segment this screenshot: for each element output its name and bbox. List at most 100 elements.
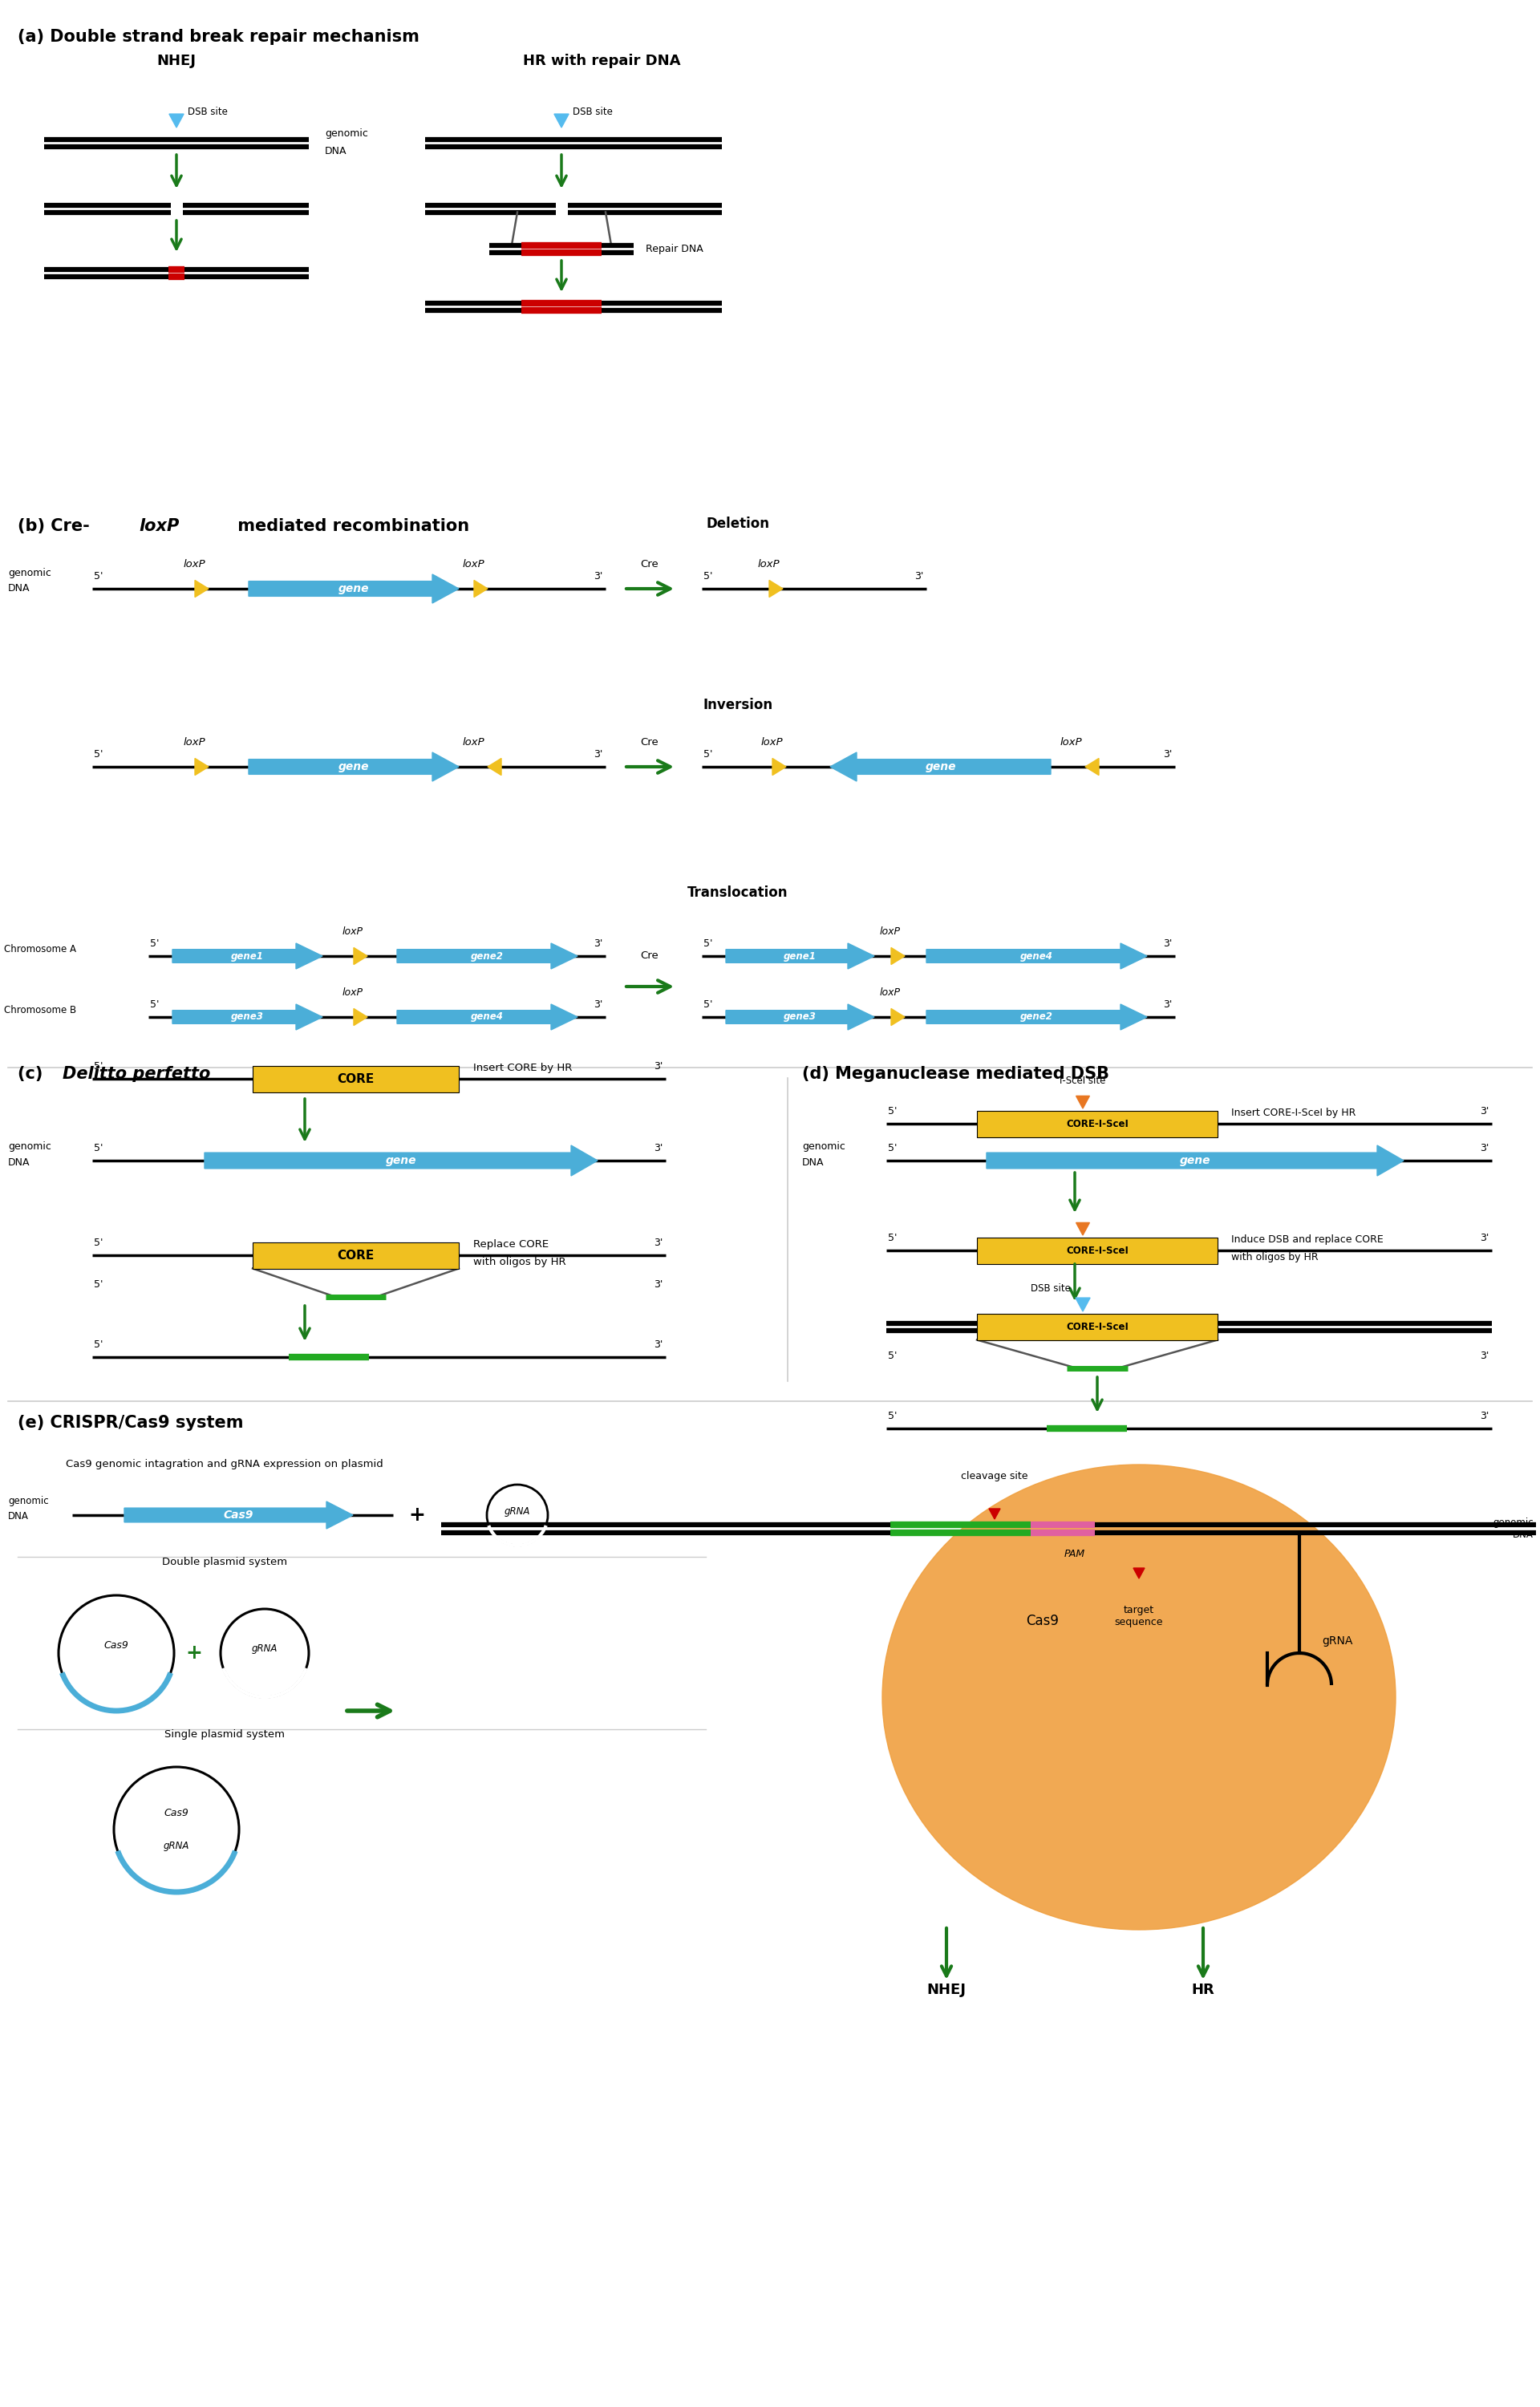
Text: gene: gene [385, 1155, 416, 1167]
Text: 5': 5' [94, 570, 103, 582]
Polygon shape [1076, 1095, 1089, 1110]
Text: 5': 5' [94, 1237, 103, 1247]
Text: (e) CRISPR/Cas9 system: (e) CRISPR/Cas9 system [17, 1415, 243, 1430]
Text: DNA: DNA [8, 582, 31, 595]
Text: 5': 5' [704, 999, 713, 1011]
Text: CORE-I-SceI: CORE-I-SceI [1066, 1244, 1129, 1256]
Text: gene: gene [926, 761, 956, 773]
Text: (d) Meganuclease mediated DSB: (d) Meganuclease mediated DSB [802, 1066, 1109, 1083]
Text: 5': 5' [94, 1278, 103, 1290]
Text: genomic: genomic [8, 568, 51, 578]
Text: Cas9: Cas9 [103, 1639, 129, 1651]
Text: genomic: genomic [8, 1495, 49, 1507]
Polygon shape [892, 1009, 906, 1025]
Polygon shape [725, 944, 875, 970]
Polygon shape [196, 580, 208, 597]
Polygon shape [1075, 1297, 1090, 1312]
Text: gRNA: gRNA [251, 1644, 277, 1654]
Text: 5': 5' [704, 570, 713, 582]
FancyBboxPatch shape [976, 1110, 1218, 1136]
Text: Cas9: Cas9 [1026, 1613, 1060, 1627]
Text: 3': 3' [593, 570, 602, 582]
Text: Induce DSB and replace CORE: Induce DSB and replace CORE [1230, 1235, 1383, 1244]
Text: CORE: CORE [337, 1249, 374, 1261]
Text: DNA: DNA [8, 1512, 29, 1521]
Text: loxP: loxP [342, 987, 363, 999]
Text: Inversion: Inversion [702, 698, 773, 712]
Polygon shape [1133, 1567, 1144, 1579]
Polygon shape [248, 753, 459, 782]
Text: I-SceI site: I-SceI site [1060, 1076, 1106, 1086]
Text: loxP: loxP [1060, 737, 1083, 749]
Text: loxP: loxP [462, 558, 484, 570]
Polygon shape [488, 758, 502, 775]
FancyBboxPatch shape [976, 1314, 1218, 1341]
Text: HR with repair DNA: HR with repair DNA [522, 53, 681, 67]
Text: Replace CORE: Replace CORE [473, 1240, 548, 1249]
Text: 5': 5' [889, 1350, 898, 1360]
Text: CORE-I-SceI: CORE-I-SceI [1066, 1119, 1129, 1129]
Text: gene: gene [339, 761, 370, 773]
Text: (b) Cre-: (b) Cre- [17, 518, 89, 534]
Text: Chromosome A: Chromosome A [5, 944, 75, 956]
Text: +: + [186, 1644, 202, 1663]
Text: DSB site: DSB site [573, 106, 613, 118]
Text: Chromosome B: Chromosome B [5, 1006, 77, 1016]
Polygon shape [169, 113, 183, 128]
Text: genomic: genomic [8, 1141, 51, 1153]
Polygon shape [1076, 1223, 1089, 1235]
Text: genomic: genomic [802, 1141, 845, 1153]
Text: Double plasmid system: Double plasmid system [162, 1557, 286, 1567]
Text: with oligos by HR: with oligos by HR [473, 1256, 567, 1266]
Text: Cre: Cre [641, 558, 659, 570]
Text: gene4: gene4 [471, 1011, 504, 1023]
Text: (a) Double strand break repair mechanism: (a) Double strand break repair mechanism [17, 29, 419, 46]
Polygon shape [205, 1146, 598, 1177]
Text: Delitto perfetto: Delitto perfetto [63, 1066, 211, 1083]
Polygon shape [554, 113, 568, 128]
Text: (c): (c) [17, 1066, 49, 1083]
Text: 3': 3' [1480, 1143, 1489, 1153]
FancyBboxPatch shape [253, 1066, 459, 1093]
Text: 5': 5' [889, 1107, 898, 1117]
Polygon shape [987, 1146, 1403, 1177]
Text: DNA: DNA [802, 1158, 824, 1167]
Text: genomic: genomic [325, 128, 368, 140]
Polygon shape [773, 758, 785, 775]
Text: Cre: Cre [641, 737, 659, 749]
Text: gene1: gene1 [784, 951, 816, 960]
Text: gene2: gene2 [1021, 1011, 1053, 1023]
Text: Insert CORE-I-SceI by HR: Insert CORE-I-SceI by HR [1230, 1107, 1355, 1119]
Text: loxP: loxP [139, 518, 179, 534]
Text: PAM: PAM [1064, 1548, 1086, 1560]
Polygon shape [830, 753, 1050, 782]
Text: loxP: loxP [761, 737, 782, 749]
Text: 5': 5' [94, 1061, 103, 1071]
Text: gene: gene [339, 582, 370, 595]
Text: loxP: loxP [879, 987, 901, 999]
Text: Repair DNA: Repair DNA [645, 243, 704, 253]
Text: Cre: Cre [641, 951, 659, 960]
Text: gene: gene [1180, 1155, 1210, 1167]
Polygon shape [725, 1004, 875, 1030]
Text: 3': 3' [653, 1278, 662, 1290]
Text: cleavage site: cleavage site [961, 1471, 1029, 1480]
Text: loxP: loxP [462, 737, 484, 749]
Text: Single plasmid system: Single plasmid system [165, 1728, 285, 1740]
Text: loxP: loxP [342, 927, 363, 936]
Text: 3': 3' [1163, 749, 1172, 761]
Text: NHEJ: NHEJ [157, 53, 196, 67]
Text: Deletion: Deletion [707, 518, 770, 532]
Text: 3': 3' [1480, 1232, 1489, 1242]
FancyBboxPatch shape [253, 1242, 459, 1268]
Text: gene1: gene1 [231, 951, 263, 960]
Text: 3': 3' [653, 1237, 662, 1247]
Text: 3': 3' [1480, 1350, 1489, 1360]
Text: 3': 3' [915, 570, 924, 582]
Text: DNA: DNA [8, 1158, 31, 1167]
Text: with oligos by HR: with oligos by HR [1230, 1252, 1318, 1261]
Text: DSB site: DSB site [1030, 1283, 1070, 1293]
Polygon shape [125, 1502, 353, 1528]
Text: Translocation: Translocation [687, 886, 788, 900]
Polygon shape [892, 948, 906, 965]
